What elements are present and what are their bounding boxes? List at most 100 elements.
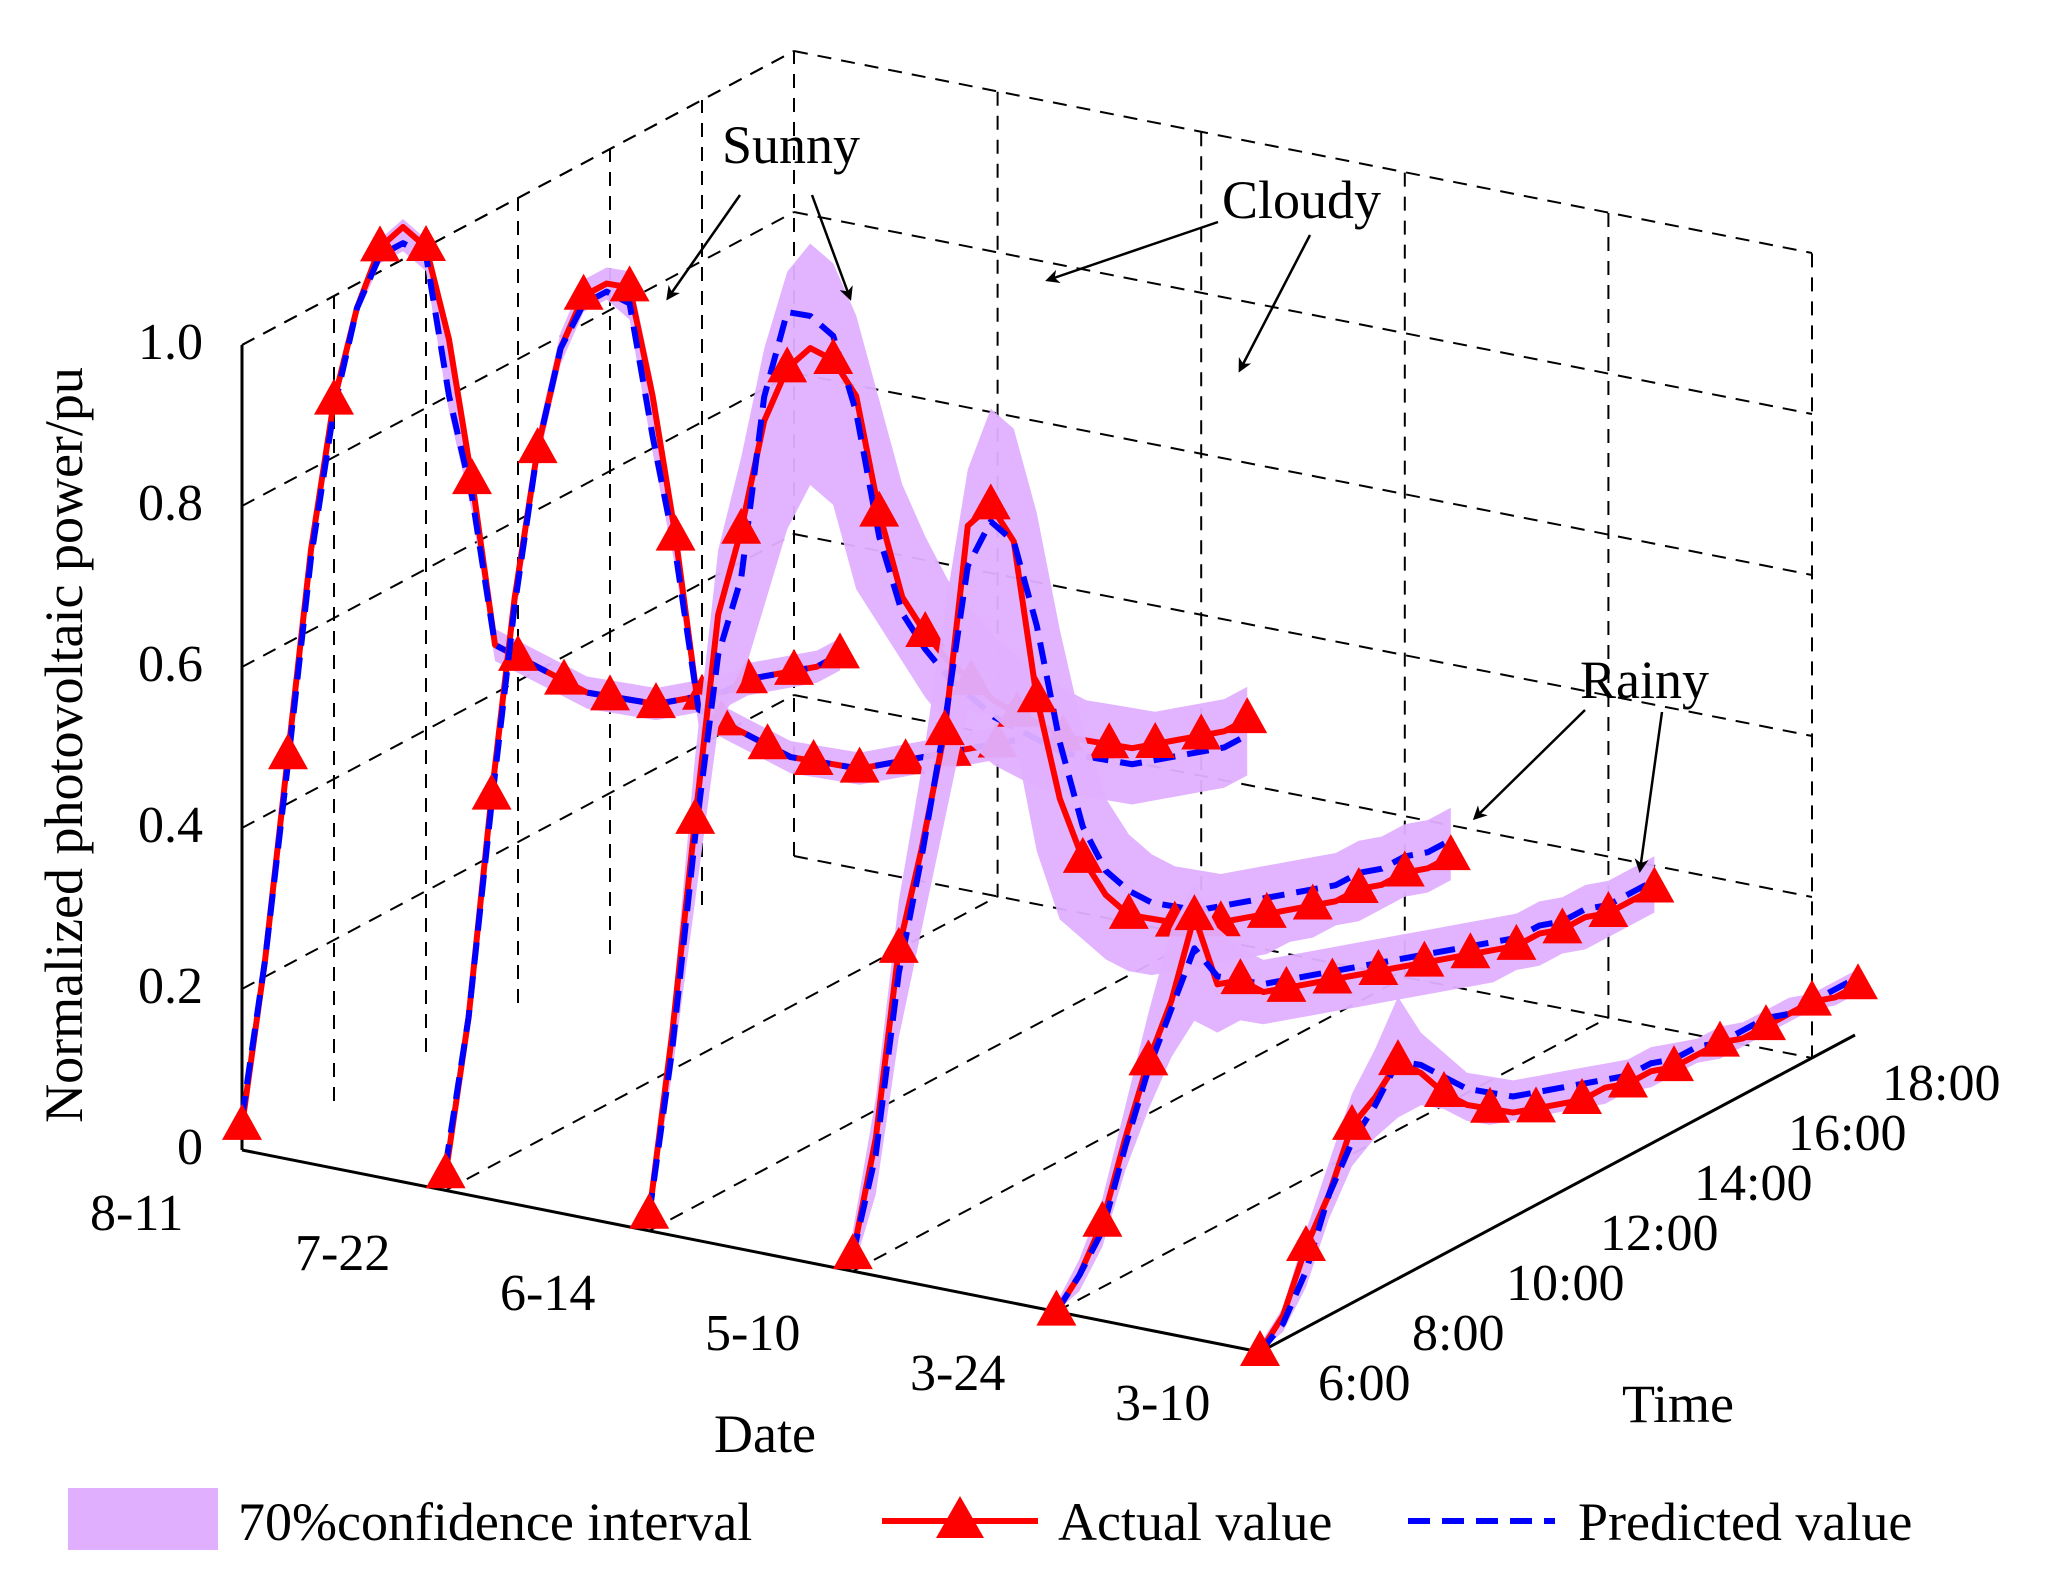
series-3-24: [1036, 856, 1675, 1326]
rainy-arrow-1: [1472, 709, 1586, 821]
actual-marker-7-22-6: [563, 273, 604, 310]
time-tick-4: 14:00: [1694, 1155, 1812, 1212]
actual-marker-8-11-2: [268, 733, 308, 770]
actual-marker-3-10-14: [1562, 1078, 1602, 1114]
actual-marker-6-14-12: [905, 611, 946, 647]
actual-marker-3-10-24: [1792, 979, 1832, 1016]
legend: 70%confidence interval Actual value Pred…: [68, 1488, 1912, 1552]
time-axis-title: Time: [1622, 1374, 1734, 1434]
y-tick-0: 0: [177, 1119, 203, 1176]
time-tick-3: 12:00: [1600, 1205, 1718, 1262]
actual-marker-3-10-2: [1286, 1225, 1326, 1261]
time-tick-0: 6:00: [1318, 1355, 1410, 1412]
actual-marker-3-24-4: [1128, 1039, 1169, 1076]
ci-band-6-14: [649, 243, 1248, 1223]
actual-marker-7-22-20: [885, 738, 926, 775]
ci-band-3-24: [1056, 856, 1655, 1312]
actual-marker-8-11-10: [452, 458, 492, 495]
rainy-arrow-2: [1634, 711, 1664, 873]
actual-marker-3-10-10: [1470, 1086, 1510, 1123]
actual-marker-7-22-8: [609, 265, 650, 302]
actual-marker-5-10-24: [1384, 850, 1425, 887]
actual-marker-8-11-4: [314, 378, 354, 415]
grid-line-right-y4: [793, 211, 1813, 415]
actual-marker-3-10-18: [1654, 1045, 1694, 1082]
actual-marker-3-10-12: [1516, 1086, 1556, 1123]
annotation-rainy: Rainy: [1580, 650, 1709, 710]
annotations: [666, 194, 1664, 873]
actual-marker-3-24-10: [1266, 965, 1307, 1002]
date-tick-3: 5-10: [705, 1305, 800, 1362]
legend-label-ci: 70%confidence interval: [238, 1492, 752, 1552]
date-tick-1: 7-22: [295, 1225, 390, 1282]
ci-band-5-10: [852, 408, 1451, 1272]
date-tick-5: 3-10: [1115, 1375, 1210, 1432]
actual-marker-6-14-4: [721, 507, 762, 544]
series-3-10: [1240, 963, 1878, 1366]
cloudy-arrow-2: [1238, 234, 1312, 373]
actual-marker-5-10-26: [1430, 834, 1471, 871]
date-tick-4: 3-24: [910, 1345, 1005, 1402]
actual-marker-6-14-0: [629, 1192, 670, 1229]
time-tick-2: 10:00: [1506, 1255, 1624, 1312]
time-tick-1: 8:00: [1412, 1305, 1504, 1362]
date-axis-title: Date: [714, 1404, 816, 1464]
y-tick-5: 1.0: [138, 314, 203, 371]
time-tick-6: 18:00: [1882, 1055, 2000, 1112]
actual-marker-8-11-6: [360, 225, 400, 262]
actual-marker-6-14-2: [675, 797, 716, 834]
series-layer: [222, 219, 1878, 1366]
grid-line-right-y0: [793, 855, 1813, 1059]
actual-marker-5-10-2: [878, 926, 919, 963]
legend-swatch-actual-marker: [936, 1496, 984, 1538]
actual-marker-5-10-8: [1016, 676, 1057, 713]
actual-marker-6-14-8: [813, 338, 854, 374]
y-tick-3: 0.6: [138, 636, 203, 693]
actual-marker-8-11-14: [544, 658, 584, 695]
predicted-line-5-10: [849, 518, 1453, 1256]
grid-line-right-y3: [793, 372, 1813, 576]
actual-marker-7-22-18: [839, 746, 880, 783]
date-tick-0: 8-11: [90, 1185, 183, 1242]
actual-marker-8-11-16: [590, 674, 630, 711]
grid-line-back-y4: [241, 211, 795, 507]
y-axis-title: Normalized photovoltaic power/pu: [34, 367, 94, 1123]
time-tick-5: 16:00: [1788, 1105, 1906, 1162]
y-tick-4: 0.8: [138, 475, 203, 532]
actual-marker-5-10-12: [1108, 892, 1149, 929]
predicted-line-3-24: [1053, 877, 1656, 1314]
annotation-cloudy: Cloudy: [1222, 170, 1381, 230]
actual-marker-3-10-26: [1838, 963, 1878, 1000]
actual-marker-7-22-0: [425, 1152, 466, 1189]
actual-marker-3-10-6: [1378, 1039, 1418, 1076]
sunny-arrow-1: [666, 194, 742, 301]
actual-marker-6-14-24: [1181, 713, 1222, 750]
date-tick-labels: 8-11 7-22 6-14 5-10 3-24 3-10: [90, 1185, 1210, 1432]
y-tick-1: 0.2: [138, 958, 203, 1015]
actual-marker-3-24-20: [1496, 923, 1537, 960]
actual-marker-3-10-20: [1700, 1020, 1740, 1057]
actual-marker-3-24-26: [1634, 866, 1675, 903]
sunny-arrow-2: [810, 194, 853, 301]
actual-marker-7-22-14: [747, 723, 788, 760]
actual-marker-8-11-0: [222, 1103, 262, 1140]
actual-marker-5-10-18: [1246, 891, 1287, 928]
actual-marker-7-22-16: [793, 738, 834, 775]
ci-band-8-11: [242, 219, 840, 1134]
actual-marker-3-24-18: [1450, 932, 1491, 969]
actual-marker-3-24-12: [1312, 957, 1353, 994]
actual-marker-8-11-8: [406, 225, 446, 261]
actual-marker-3-24-22: [1542, 907, 1583, 944]
actual-marker-5-10-4: [924, 709, 965, 746]
actual-marker-6-14-6: [767, 346, 808, 383]
actual-marker-8-11-26: [820, 632, 860, 669]
grid-line-top: [241, 50, 795, 346]
annotation-sunny: Sunny: [722, 115, 860, 175]
actual-marker-7-22-4: [517, 427, 558, 464]
time-tick-labels: 6:00 8:00 10:00 12:00 14:00 16:00 18:00: [1318, 1055, 2000, 1412]
actual-marker-3-10-4: [1332, 1103, 1372, 1140]
actual-marker-6-14-26: [1227, 697, 1268, 734]
actual-marker-3-24-2: [1082, 1200, 1123, 1237]
actual-marker-3-24-0: [1036, 1289, 1077, 1326]
